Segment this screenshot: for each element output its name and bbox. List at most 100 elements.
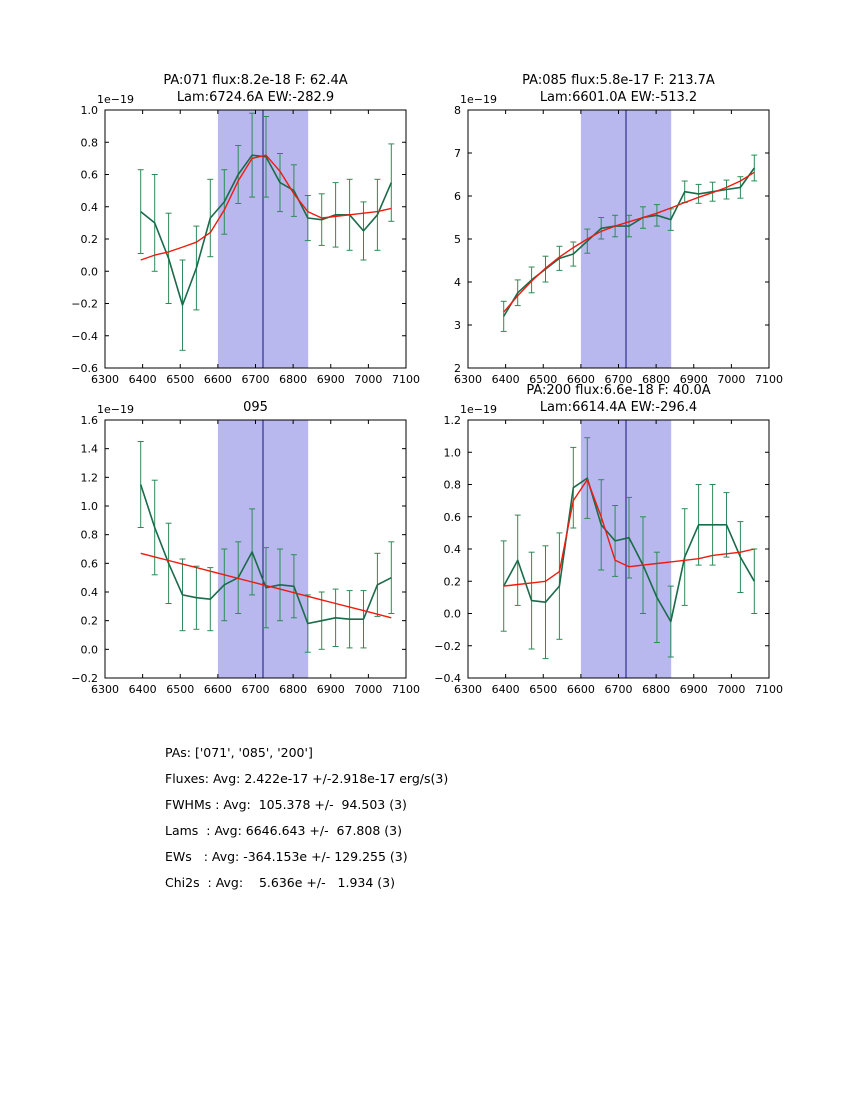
x-tick-label: 7000 bbox=[354, 683, 382, 696]
spectrum-line bbox=[139, 484, 392, 625]
subplot-title-pa200: PA:200 flux:6.6e-18 F: 40.0A Lam:6614.4A… bbox=[468, 382, 769, 416]
x-tick-label: 7100 bbox=[392, 373, 420, 386]
y-tick-label: 1.6 bbox=[81, 414, 99, 427]
y-tick-label: −0.6 bbox=[71, 362, 98, 375]
y-tick-label: 1.4 bbox=[81, 443, 99, 456]
x-tick-label: 7100 bbox=[392, 683, 420, 696]
x-tick-label: 6700 bbox=[605, 373, 633, 386]
y-tick-label: 0.2 bbox=[444, 575, 462, 588]
title-line: PA:071 flux:8.2e-18 F: 62.4A bbox=[163, 73, 348, 88]
axis-offset-label: 1e−19 bbox=[97, 93, 134, 106]
axis-ticks: 6300 6400 6500 6600 6700 6800 6900 7000 7100 −0.6… bbox=[71, 104, 420, 386]
x-tick-label: 6900 bbox=[680, 373, 708, 386]
axis-ticks: 6300 6400 6500 6600 6700 6800 6900 7000 7100 −0.2… bbox=[71, 414, 420, 696]
y-tick-label: 8 bbox=[454, 104, 461, 117]
x-tick-label: 7000 bbox=[717, 373, 745, 386]
y-tick-label: −0.2 bbox=[434, 640, 461, 653]
stats-line-fwhms: FWHMs : Avg: 105.378 +/- 94.503 (3) bbox=[165, 797, 407, 812]
x-tick-label: 6800 bbox=[642, 683, 670, 696]
highlight-band bbox=[580, 110, 672, 368]
title-line: PA:200 flux:6.6e-18 F: 40.0A bbox=[526, 383, 711, 398]
y-tick-label: 4 bbox=[454, 276, 461, 289]
y-tick-label: −0.4 bbox=[71, 330, 98, 343]
x-tick-label: 6400 bbox=[492, 373, 520, 386]
y-tick-label: 0.4 bbox=[444, 543, 462, 556]
x-tick-label: 6500 bbox=[166, 373, 194, 386]
x-tick-label: 6400 bbox=[129, 373, 157, 386]
y-tick-label: 3 bbox=[454, 319, 461, 332]
stats-summary: PAs: ['071', '085', '200'] Fluxes: Avg: … bbox=[165, 740, 448, 896]
y-tick-label: 0.2 bbox=[81, 233, 99, 246]
x-tick-label: 6600 bbox=[204, 373, 232, 386]
y-tick-label: 1.2 bbox=[444, 414, 462, 427]
y-tick-label: 1.0 bbox=[444, 446, 462, 459]
x-tick-label: 6300 bbox=[91, 373, 119, 386]
y-tick-label: 7 bbox=[454, 147, 461, 160]
y-tick-label: 1.0 bbox=[81, 500, 99, 513]
x-tick-label: 7100 bbox=[755, 683, 783, 696]
y-tick-label: 0.4 bbox=[81, 201, 99, 214]
y-tick-label: 0.2 bbox=[81, 615, 99, 628]
x-tick-label: 6800 bbox=[279, 683, 307, 696]
x-tick-label: 6500 bbox=[166, 683, 194, 696]
fit-line bbox=[140, 154, 392, 261]
title-line: 095 bbox=[243, 400, 268, 415]
x-tick-label: 6400 bbox=[492, 683, 520, 696]
y-tick-label: −0.2 bbox=[71, 672, 98, 685]
y-tick-label: 0.6 bbox=[81, 169, 99, 182]
x-tick-label: 6600 bbox=[567, 373, 595, 386]
y-tick-label: 0.0 bbox=[444, 608, 462, 621]
fit-line bbox=[140, 552, 392, 619]
stats-line-chi2s: Chi2s : Avg: 5.636e +/- 1.934 (3) bbox=[165, 875, 396, 890]
axis-offset-label: 1e−19 bbox=[460, 403, 497, 416]
x-tick-label: 6900 bbox=[680, 683, 708, 696]
stats-line-lams: Lams : Avg: 6646.643 +/- 67.808 (3) bbox=[165, 823, 402, 838]
stats-line-pas: PAs: ['071', '085', '200'] bbox=[165, 745, 313, 760]
title-line: Lam:6614.4A EW:-296.4 bbox=[539, 400, 698, 415]
title-line: Lam:6724.6A EW:-282.9 bbox=[176, 90, 335, 105]
highlight-band bbox=[217, 420, 309, 678]
x-tick-label: 7000 bbox=[354, 373, 382, 386]
subplot-pa071: 6300 6400 6500 6600 6700 6800 6900 7000 7100 −0.6… bbox=[55, 60, 420, 400]
x-tick-label: 6900 bbox=[317, 373, 345, 386]
stats-line-fluxes: Fluxes: Avg: 2.422e-17 +/-2.918e-17 erg/… bbox=[165, 771, 449, 786]
plot-pa071: 6300 6400 6500 6600 6700 6800 6900 7000 7100 −0.6… bbox=[71, 93, 420, 386]
subplot-title-095: 095 bbox=[105, 399, 406, 416]
x-tick-label: 6300 bbox=[91, 683, 119, 696]
axis-offset-label: 1e−19 bbox=[460, 93, 497, 106]
subplot-pa200: 6300 6400 6500 6600 6700 6800 6900 7000 7100 −0.4… bbox=[418, 370, 783, 710]
subplot-pa085: 6300 6400 6500 6600 6700 6800 6900 7000 7100 2 3 4 5… bbox=[418, 60, 783, 400]
subplot-title-pa071: PA:071 flux:8.2e-18 F: 62.4A Lam:6724.6A… bbox=[105, 72, 406, 106]
y-tick-label: 0.8 bbox=[444, 479, 462, 492]
x-tick-label: 6700 bbox=[242, 373, 270, 386]
x-tick-label: 6500 bbox=[529, 373, 557, 386]
y-tick-label: 0.4 bbox=[81, 586, 99, 599]
spectrum-line bbox=[502, 477, 755, 623]
x-tick-label: 6800 bbox=[642, 373, 670, 386]
axis-ticks: 6300 6400 6500 6600 6700 6800 6900 7000 7100 2 3 4 5… bbox=[454, 104, 783, 386]
x-tick-label: 6300 bbox=[454, 683, 482, 696]
plot-095: 6300 6400 6500 6600 6700 6800 6900 7000 7100 −0.2… bbox=[71, 403, 420, 696]
stats-line-ews: EWs : Avg: -364.153e +/- 129.255 (3) bbox=[165, 849, 408, 864]
x-tick-label: 6800 bbox=[279, 373, 307, 386]
y-tick-label: 0.0 bbox=[81, 643, 99, 656]
highlight-band bbox=[580, 420, 672, 678]
y-tick-label: 1.0 bbox=[81, 104, 99, 117]
y-tick-label: 0.6 bbox=[444, 511, 462, 524]
x-tick-label: 6300 bbox=[454, 373, 482, 386]
fit-line bbox=[503, 171, 755, 313]
highlight-band bbox=[217, 110, 309, 368]
y-tick-label: 2 bbox=[454, 362, 461, 375]
y-tick-label: 0.8 bbox=[81, 136, 99, 149]
subplot-title-pa085: PA:085 flux:5.8e-17 F: 213.7A Lam:6601.0… bbox=[468, 72, 769, 106]
title-line: PA:085 flux:5.8e-17 F: 213.7A bbox=[522, 73, 715, 88]
axis-ticks: 6300 6400 6500 6600 6700 6800 6900 7000 7100 −0.4… bbox=[434, 414, 783, 696]
plot-pa085: 6300 6400 6500 6600 6700 6800 6900 7000 7100 2 3 4 5… bbox=[454, 93, 783, 386]
subplot-095: 6300 6400 6500 6600 6700 6800 6900 7000 7100 −0.2… bbox=[55, 370, 420, 710]
x-tick-label: 7100 bbox=[755, 373, 783, 386]
x-tick-label: 6900 bbox=[317, 683, 345, 696]
x-tick-label: 6700 bbox=[242, 683, 270, 696]
fit-line bbox=[503, 478, 755, 587]
y-tick-label: 5 bbox=[454, 233, 461, 246]
